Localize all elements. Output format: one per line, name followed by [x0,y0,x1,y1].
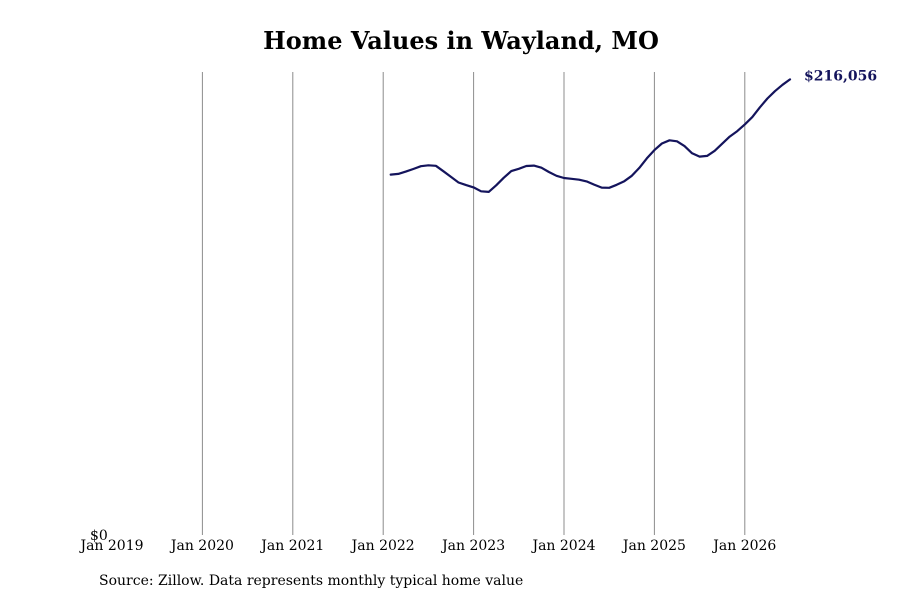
y-tick-label-zero: $0 [90,528,108,544]
chart-title: Home Values in Wayland, MO [263,26,659,55]
latest-value-label: $216,056 [804,68,877,84]
x-tick-label: Jan 2019 [78,538,143,554]
source-note: Source: Zillow. Data represents monthly … [99,573,524,589]
x-tick-label: Jan 2021 [259,538,324,554]
x-tick-label: Jan 2026 [711,538,776,554]
x-tick-label: Jan 2022 [350,538,415,554]
home-value-series-line [389,78,792,193]
x-axis-ticks: Jan 2019 Jan 2020 Jan 2021 Jan 2022 Jan 2023… [78,538,776,554]
x-tick-label: Jan 2023 [440,538,505,554]
x-tick-label: Jan 2020 [169,538,234,554]
x-tick-label: Jan 2025 [621,538,686,554]
x-tick-label: Jan 2024 [530,538,595,554]
grid-lines [201,72,746,535]
